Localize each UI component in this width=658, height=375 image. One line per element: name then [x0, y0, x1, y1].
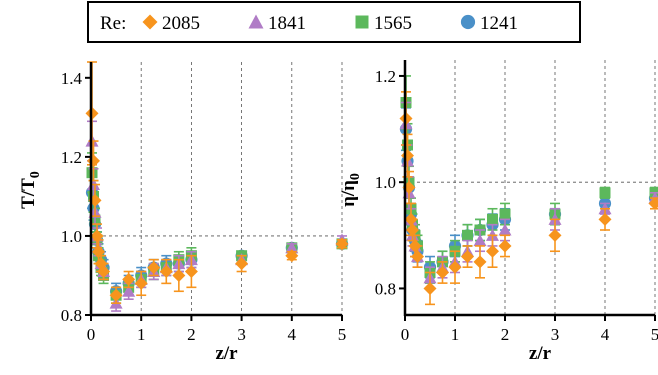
series-2085	[85, 61, 349, 304]
legend-marker-1841	[248, 14, 264, 29]
x-tick-label: 0	[87, 325, 96, 344]
data-point-1565	[499, 208, 511, 220]
data-point-2085	[122, 272, 136, 286]
x-tick-label: 3	[551, 325, 560, 344]
data-point-2085	[548, 228, 562, 242]
data-point-2085	[648, 196, 658, 210]
x-tick-label: 5	[338, 325, 347, 344]
data-point-2085	[406, 223, 419, 237]
data-point-2085	[423, 281, 437, 295]
x-axis-label: z/r	[529, 343, 552, 364]
data-point-1841	[285, 241, 299, 254]
legend-box	[87, 1, 581, 43]
data-point-1841	[122, 284, 136, 297]
data-point-2085	[172, 268, 186, 282]
y-tick-label: 1.0	[61, 227, 82, 246]
data-point-2085	[147, 261, 161, 275]
legend-entries: 2085 1841 1565 1241	[142, 13, 518, 34]
data-point-2085	[335, 237, 349, 251]
data-point-2085	[461, 250, 474, 264]
data-point-2085	[411, 250, 424, 264]
data-point-2085	[598, 212, 612, 226]
y-tick-label: 0.8	[375, 279, 396, 298]
x-tick-label: 4	[601, 325, 610, 344]
y-axis-label: T/T0	[18, 171, 43, 209]
x-tick-label: 0	[401, 325, 410, 344]
legend-label-1841: 1841	[268, 13, 306, 34]
x-tick-label: 2	[501, 325, 510, 344]
legend-label-2085: 2085	[162, 13, 200, 34]
y-axis-label: η/η0	[338, 173, 363, 207]
legend-label-1241: 1241	[480, 13, 518, 34]
y-tick-label: 1.2	[375, 67, 396, 86]
x-tick-label: 2	[187, 325, 196, 344]
data-point-2085	[436, 266, 449, 279]
y-tick-label: 1.0	[375, 173, 396, 192]
data-point-2085	[235, 257, 249, 271]
data-point-1841	[498, 223, 512, 236]
series-1565	[400, 75, 658, 284]
data-point-2085	[109, 288, 123, 302]
y-tick-label: 0.8	[61, 306, 82, 325]
data-point-2085	[159, 265, 173, 279]
x-tick-label: 1	[451, 325, 460, 344]
data-point-1565	[487, 213, 498, 225]
data-point-2085	[498, 239, 512, 253]
data-point-2085	[486, 244, 499, 258]
panel-temperature: 0.8 1.0 1.2 1.4 0 1 2 3 4 5 z/r T/T0	[18, 61, 349, 364]
series-1241	[399, 107, 658, 279]
y-tick-label: 1.4	[61, 69, 83, 88]
data-point-1841	[473, 234, 487, 247]
legend-marker-1565	[355, 15, 369, 29]
series-2085	[399, 91, 658, 306]
x-tick-label: 3	[237, 325, 246, 344]
data-point-2085	[184, 265, 198, 279]
data-point-2085	[473, 255, 487, 269]
legend: Re: 2085 1841 1565 1241	[87, 1, 581, 43]
legend-marker-1241	[460, 14, 476, 30]
x-axis-label: z/r	[215, 343, 238, 364]
data-point-2085	[448, 260, 462, 274]
series-1841	[85, 120, 349, 312]
x-tick-label: 5	[651, 325, 658, 344]
legend-title: Re:	[100, 13, 126, 34]
panel-viscosity: 0.8 1.0 1.2 0 1 2 3 4 5 z/r η/η0	[338, 60, 658, 364]
legend-marker-2085	[142, 14, 158, 30]
data-point-1565	[462, 229, 473, 241]
x-tick-label: 4	[288, 325, 297, 344]
x-tick-label: 1	[137, 325, 146, 344]
data-point-2085	[285, 249, 299, 263]
legend-label-1565: 1565	[374, 13, 412, 34]
data-point-1565	[599, 187, 611, 199]
data-point-2085	[134, 276, 148, 290]
data-point-2085	[97, 265, 111, 279]
y-tick-label: 1.2	[61, 148, 82, 167]
